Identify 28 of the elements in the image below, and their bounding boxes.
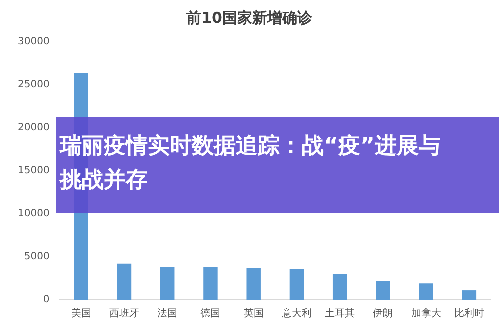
bar	[117, 264, 132, 300]
chart-title: 前10国家新增确诊	[186, 8, 314, 27]
bar	[246, 268, 261, 300]
x-tick-label: 意大利	[280, 308, 312, 320]
bar	[376, 281, 390, 300]
x-tick-label: 法国	[158, 308, 178, 320]
x-tick-label: 美国	[71, 308, 92, 320]
bar	[290, 269, 304, 300]
x-tick-label: 西班牙	[109, 308, 140, 320]
y-tick-label: 15000	[18, 166, 50, 177]
x-tick-label: 伊朗	[373, 308, 394, 320]
x-tick-label: 加拿大	[411, 308, 442, 320]
bar	[419, 284, 434, 300]
y-tick-label: 0	[43, 294, 50, 306]
y-tick-label: 10000	[18, 208, 50, 220]
x-tick-label: 土耳其	[325, 308, 356, 320]
x-tick-label: 德国	[200, 308, 221, 320]
bar	[160, 267, 175, 300]
x-tick-label: 英国	[244, 308, 264, 320]
y-tick-label: 30000	[18, 36, 50, 48]
bar	[204, 267, 218, 300]
y-tick-label: 20000	[18, 122, 50, 134]
text: 瑞丽疫情实时数据追踪：战“疫”进展与挑战并存	[56, 117, 499, 213]
bar	[462, 290, 477, 300]
y-tick-label: 25000	[18, 80, 50, 91]
bar	[332, 274, 348, 300]
y-tick-label: 5000	[24, 252, 50, 263]
x-tick-label: 比利时	[454, 308, 484, 320]
